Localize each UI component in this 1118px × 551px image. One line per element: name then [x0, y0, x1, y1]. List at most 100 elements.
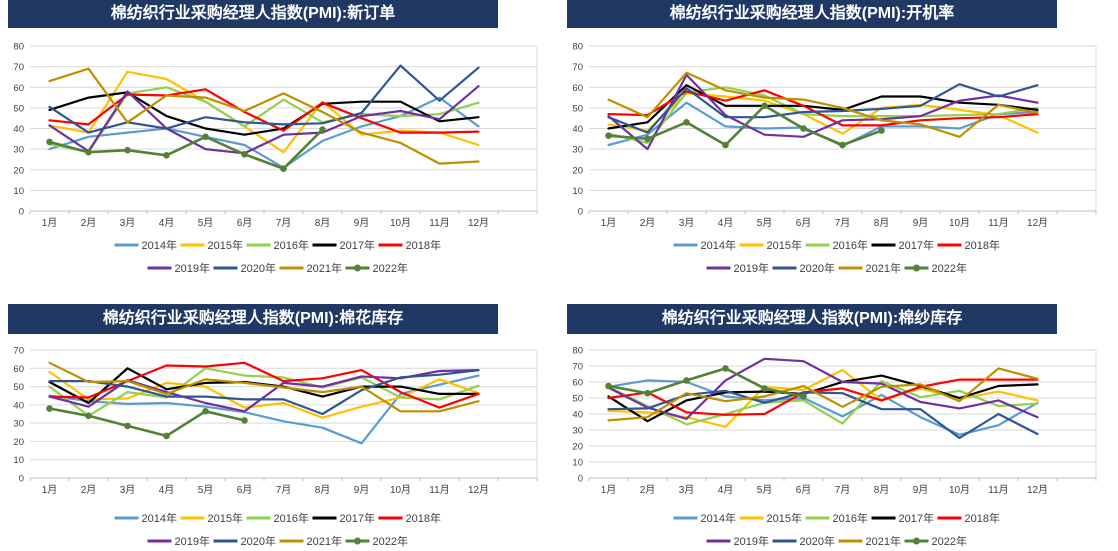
legend-label-2018年: 2018年	[965, 511, 1000, 525]
series-marker-2022年	[644, 389, 651, 397]
legend-label-2019年: 2019年	[734, 534, 769, 548]
y-axis-label: 0	[578, 207, 583, 218]
y-axis-label: 20	[572, 165, 583, 176]
series-line-2017年	[48, 91, 480, 136]
x-axis-label: 1月	[601, 217, 617, 229]
x-axis-label: 10月	[390, 217, 411, 229]
x-axis-label: 12月	[1027, 484, 1048, 496]
series-line-2019年	[607, 73, 1039, 151]
y-axis-label: 40	[572, 124, 583, 135]
chart-cell-cotton-inventory: 棉纺织行业采购经理人指数(PMI):棉花库存 0 10 20 30 40 50 60 70 1月…	[0, 295, 559, 551]
legend-label-2014年: 2014年	[142, 511, 177, 525]
x-axis-label: 1月	[601, 484, 617, 496]
legend-label-2017年: 2017年	[899, 238, 934, 252]
legend-label-2014年: 2014年	[142, 238, 177, 252]
series-marker-2022年	[202, 407, 209, 415]
legend-label-2016年: 2016年	[274, 511, 309, 525]
y-axis-label: 70	[13, 62, 24, 73]
x-axis-label: 7月	[835, 217, 851, 229]
series-marker-2022年	[800, 393, 807, 400]
series-marker-2022年	[163, 432, 170, 440]
legend-label-2019年: 2019年	[175, 261, 210, 275]
chart-cell-operating-rate: 棉纺织行业采购经理人指数(PMI):开机率 0 10 20 30 40 50 60 70 80 1…	[559, 0, 1118, 295]
legend-label-2022年: 2022年	[373, 261, 408, 275]
legend-label-2021年: 2021年	[307, 261, 342, 275]
legend-marker-2022年	[354, 537, 361, 545]
x-axis-label: 5月	[757, 217, 773, 229]
x-axis-label: 4月	[718, 217, 734, 229]
y-axis-label: 20	[13, 437, 24, 448]
y-axis-label: 40	[13, 124, 24, 135]
series-marker-2022年	[605, 382, 612, 390]
series-marker-2022年	[878, 127, 885, 134]
series-line-2021年	[607, 367, 1039, 422]
x-axis-label: 11月	[429, 217, 449, 229]
y-axis-label: 50	[572, 103, 583, 114]
y-axis-label: 10	[572, 458, 583, 469]
y-axis-label: 10	[13, 455, 24, 466]
series-marker-2022年	[85, 148, 92, 156]
x-axis-label: 6月	[237, 484, 253, 496]
series-line-2016年	[48, 367, 480, 417]
series-marker-2022年	[124, 422, 131, 430]
legend-label-2020年: 2020年	[800, 261, 835, 275]
y-axis-label: 20	[572, 442, 583, 453]
series-line-2020年	[48, 368, 480, 416]
chart-title-operating-rate: 棉纺织行业采购经理人指数(PMI):开机率	[567, 0, 1057, 28]
legend-label-2016年: 2016年	[833, 238, 868, 252]
legend-label-2020年: 2020年	[800, 534, 835, 548]
x-axis-label: 1月	[42, 217, 58, 229]
y-axis-label: 30	[572, 426, 583, 437]
x-axis-label: 8月	[315, 217, 331, 229]
x-axis-label: 4月	[718, 484, 734, 496]
x-axis-label: 11月	[429, 484, 449, 496]
series-marker-2022年	[124, 146, 131, 154]
line-chart-new-orders: 0 10 20 30 40 50 60 70 80 1月 2月 3月 4月 5月 6月 7月 8月 9月 10月 11…	[13, 42, 538, 275]
y-axis-label: 50	[572, 394, 583, 405]
x-axis-label: 3月	[679, 217, 695, 229]
y-axis-label: 60	[572, 378, 583, 389]
x-axis-label: 5月	[757, 484, 773, 496]
y-axis-label: 0	[578, 474, 583, 485]
y-axis-label: 80	[572, 42, 583, 53]
series-marker-2022年	[241, 150, 248, 158]
series-marker-2022年	[605, 132, 612, 140]
legend-label-2022年: 2022年	[932, 261, 967, 275]
y-axis-label: 30	[13, 419, 24, 430]
legend-label-2015年: 2015年	[208, 238, 243, 252]
y-axis-label: 80	[572, 346, 583, 357]
series-line-2022年	[607, 104, 883, 147]
legend-label-2014年: 2014年	[701, 238, 736, 252]
x-axis-label: 6月	[237, 217, 253, 229]
legend-label-2021年: 2021年	[307, 534, 342, 548]
series-marker-2022年	[683, 119, 690, 126]
series-line-2019年	[48, 85, 480, 155]
line-chart-operating-rate: 0 10 20 30 40 50 60 70 80 1月 2月 3月 4月 5月 6月 7月 8月 9月 10月 11…	[572, 42, 1097, 275]
x-axis-label: 2月	[640, 217, 656, 229]
legend-label-2017年: 2017年	[340, 511, 375, 525]
x-axis-label: 8月	[874, 484, 890, 496]
series-marker-2022年	[761, 102, 768, 110]
series-line-2021年	[607, 71, 1039, 138]
x-axis-label: 8月	[315, 484, 331, 496]
series-marker-2022年	[761, 385, 768, 392]
x-axis-label: 8月	[874, 217, 890, 229]
legend-marker-2022年	[913, 537, 920, 545]
series-line-2016年	[48, 86, 480, 154]
chart-title-yarn-inventory: 棉纺织行业采购经理人指数(PMI):棉纱库存	[567, 304, 1057, 334]
x-axis-label: 9月	[913, 484, 929, 496]
x-axis-label: 3月	[679, 484, 695, 496]
y-axis-label: 10	[13, 186, 24, 197]
series-line-2017年	[607, 84, 1039, 130]
x-axis-label: 12月	[468, 484, 489, 496]
x-axis-label: 7月	[276, 484, 292, 496]
chart-title-new-orders: 棉纺织行业采购经理人指数(PMI):新订单	[8, 0, 498, 28]
series-marker-2022年	[722, 141, 729, 149]
x-axis-label: 9月	[354, 484, 370, 496]
x-axis-label: 12月	[468, 217, 489, 229]
legend-label-2022年: 2022年	[932, 534, 967, 548]
series-marker-2022年	[202, 133, 209, 141]
y-axis-label: 50	[13, 103, 24, 114]
legend-marker-2022年	[913, 264, 920, 272]
